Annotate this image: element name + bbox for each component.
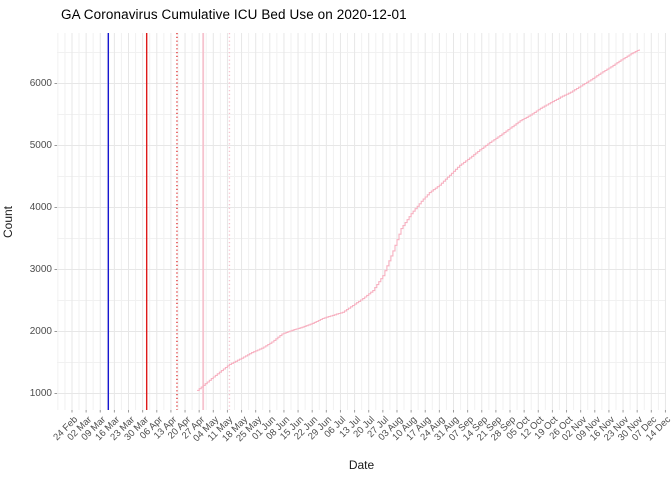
event-vlines xyxy=(107,33,231,410)
y-axis-title: Count xyxy=(1,205,15,239)
y-tick-label: 2000 xyxy=(29,326,52,337)
gridlines-minor xyxy=(57,33,666,410)
chart-title: GA Coronavirus Cumulative ICU Bed Use on… xyxy=(61,7,407,22)
y-tick-label: 6000 xyxy=(29,78,52,89)
y-tick-label: 4000 xyxy=(29,202,52,213)
y-tick-label: 5000 xyxy=(29,140,52,151)
x-axis-title: Date xyxy=(348,458,375,472)
axis-tick-marks xyxy=(54,83,666,413)
y-tick-label: 3000 xyxy=(29,264,52,275)
gridlines-major xyxy=(57,33,666,410)
y-tick-label: 1000 xyxy=(29,388,52,399)
series-line xyxy=(197,49,640,391)
